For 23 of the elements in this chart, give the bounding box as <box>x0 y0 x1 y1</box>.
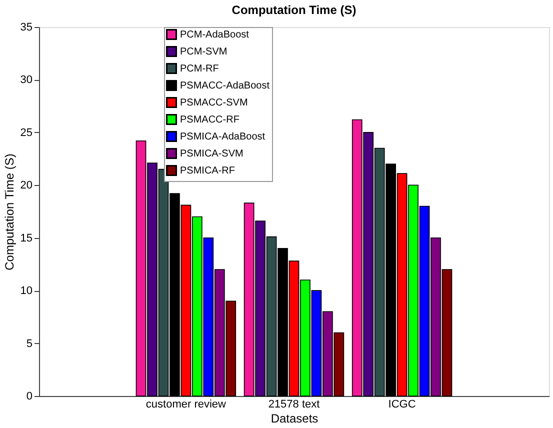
legend-label: PCM-RF <box>180 64 219 74</box>
y-tick-label: 35 <box>20 22 32 34</box>
legend-label: PSMACC-AdaBoost <box>180 80 270 92</box>
x-axis-title: Datasets <box>270 412 318 426</box>
legend-label: PSMICA-SVM <box>180 148 244 160</box>
legend-label: PCM-SVM <box>180 46 228 58</box>
legend-label: PSMACC-SVM <box>180 98 248 108</box>
y-tick-label: 5 <box>26 338 32 350</box>
y-tick-label: 25 <box>20 126 32 139</box>
y-tick-label: 0 <box>26 390 32 402</box>
chart-title: Computation Time (S) <box>232 3 356 17</box>
legend-label: PSMICA-AdaBoost <box>180 132 266 142</box>
legend-label: PSMICA-RF <box>180 166 235 176</box>
x-tick-label: ICGC <box>388 398 416 410</box>
y-tick-label: 20 <box>20 180 32 192</box>
legend-label: PCM-AdaBoost <box>180 30 250 40</box>
y-axis-title: Computation Time (S) <box>2 154 16 270</box>
x-tick-label: 21578 text <box>268 398 320 410</box>
legend-label: PSMACC-RF <box>180 114 240 126</box>
y-tick-label: 10 <box>20 285 32 298</box>
y-tick-label: 15 <box>20 232 32 244</box>
x-tick-label: customer review <box>146 398 226 410</box>
y-tick-label: 30 <box>20 74 32 86</box>
